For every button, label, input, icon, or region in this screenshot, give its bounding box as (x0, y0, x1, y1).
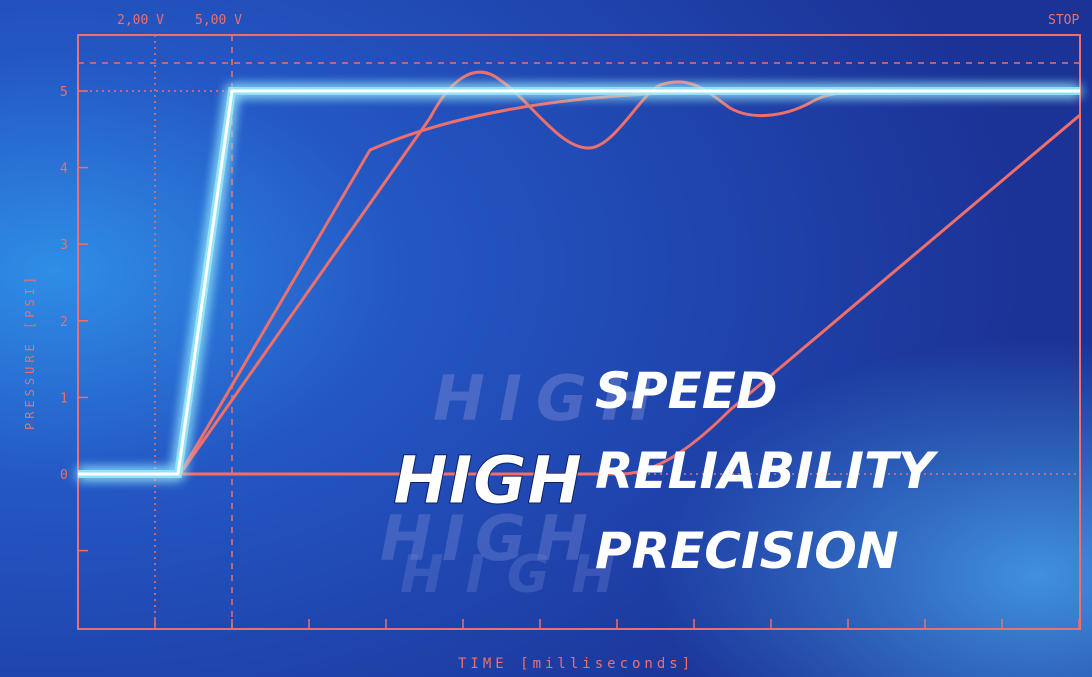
y-tick-label: 0 (60, 468, 68, 483)
marker-label-5v: 5,00 V (195, 13, 242, 28)
slogan-word-speed: SPEED (595, 362, 777, 420)
y-tick-label: 4 (60, 162, 68, 177)
marker-label-stop: STOP (1048, 13, 1079, 28)
slogan-word-reliability: RELIABILITY (595, 442, 939, 500)
slogan-word-precision: PRECISION (595, 522, 899, 580)
y-tick-label: 5 (60, 85, 68, 100)
marker-label-2v: 2,00 V (117, 13, 164, 28)
y-axis-label: PRESSURE [PSI] (23, 273, 37, 430)
y-tick-label: 3 (60, 238, 68, 253)
y-tick-label: 2 (60, 315, 68, 330)
slogan-high: HIGH (393, 442, 582, 519)
x-axis-label: TIME [milliseconds] (458, 656, 694, 672)
y-tick-label: 1 (60, 391, 68, 406)
